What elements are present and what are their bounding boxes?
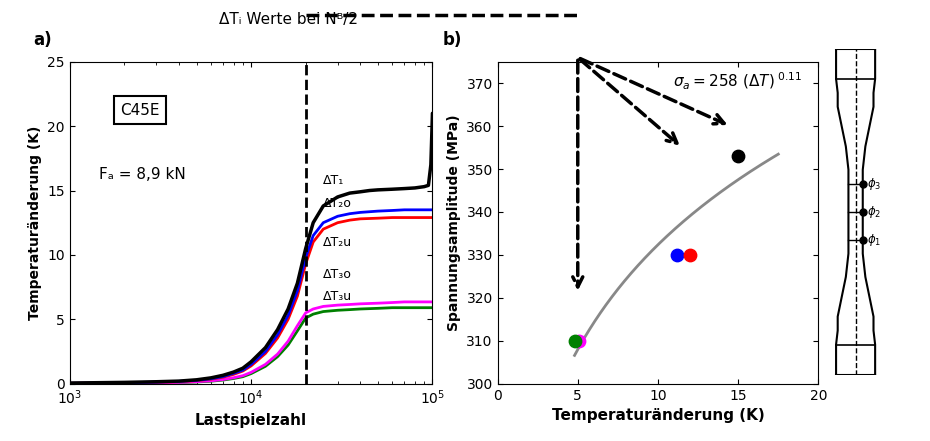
Text: Fₐ = 8,9 kN: Fₐ = 8,9 kN [99, 167, 185, 182]
Text: $\phi_2$: $\phi_2$ [867, 204, 882, 220]
Point [683, 251, 698, 258]
Text: ΔT₂o: ΔT₂o [324, 197, 352, 210]
Y-axis label: Spannungsamplitude (MPa): Spannungsamplitude (MPa) [446, 114, 460, 331]
Text: ΔT₁: ΔT₁ [324, 174, 344, 187]
Text: ΔT₃o: ΔT₃o [324, 268, 352, 281]
Text: C45E: C45E [121, 102, 160, 118]
Text: a): a) [33, 31, 52, 49]
Y-axis label: Temperaturänderung (K): Temperaturänderung (K) [28, 126, 42, 320]
Text: $\phi_1$: $\phi_1$ [867, 232, 882, 248]
Text: ΔTᵢ Werte bei Nᴮ/2: ΔTᵢ Werte bei Nᴮ/2 [219, 12, 358, 27]
X-axis label: Lastspielzahl: Lastspielzahl [195, 413, 307, 428]
Point [731, 153, 746, 160]
Text: b): b) [443, 31, 462, 49]
Text: $\sigma_a = 258\ (\Delta T)^{\ 0.11}$: $\sigma_a = 258\ (\Delta T)^{\ 0.11}$ [673, 71, 803, 93]
Text: ΔT₂u: ΔT₂u [324, 235, 352, 249]
Text: $\phi_3$: $\phi_3$ [867, 176, 882, 192]
Point [670, 251, 684, 258]
Point [572, 337, 587, 344]
Text: ΔT₃u: ΔT₃u [324, 290, 352, 303]
Point [568, 337, 583, 344]
X-axis label: Temperaturänderung (K): Temperaturänderung (K) [551, 408, 764, 423]
